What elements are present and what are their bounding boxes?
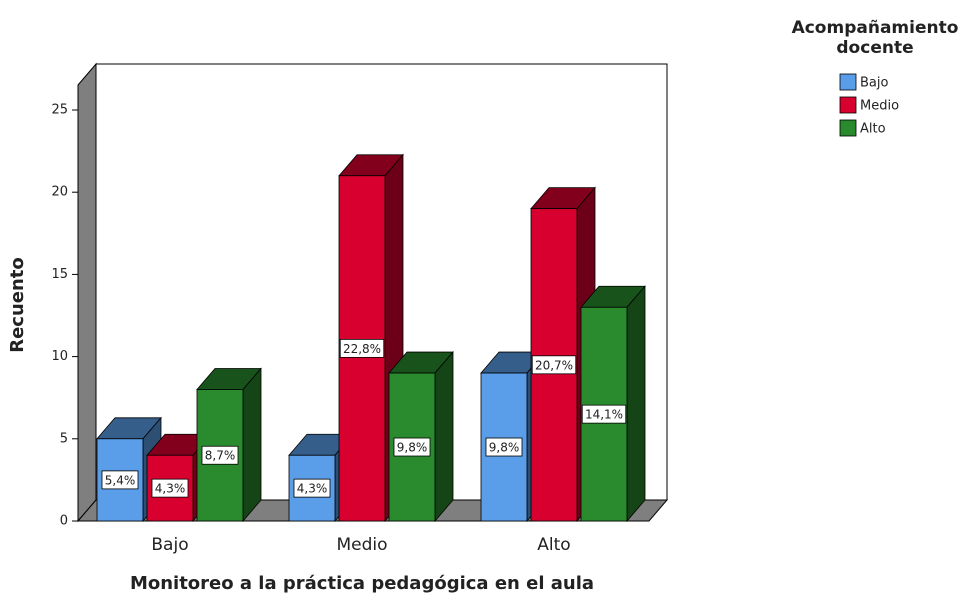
value-label: 14,1% <box>585 408 623 422</box>
value-label-box <box>293 478 331 498</box>
bar-side <box>626 285 646 523</box>
value-label-box <box>485 437 523 457</box>
x-axis-label: Monitoreo a la práctica pedagógica en el… <box>130 573 594 594</box>
x-tick-label: Alto <box>537 535 570 555</box>
y-tick-label: 5 <box>60 431 68 446</box>
y-tick-label: 25 <box>51 103 68 118</box>
y-tick-label: 20 <box>51 185 68 200</box>
value-label: 9,8% <box>489 441 520 455</box>
legend-swatch <box>839 96 857 114</box>
value-label: 4,3% <box>155 482 186 496</box>
legend-label: Alto <box>860 122 886 137</box>
legend-title: docente <box>836 38 913 58</box>
legend-title: Acompañamiento <box>792 18 959 38</box>
bar-side <box>242 367 262 523</box>
legend-swatch <box>839 73 857 91</box>
value-label: 22,8% <box>343 342 381 356</box>
x-tick-label: Medio <box>336 535 387 555</box>
legend-label: Medio <box>860 99 899 114</box>
y-tick-label: 15 <box>51 267 68 282</box>
value-label-box <box>393 437 431 457</box>
y-axis-label: Recuento <box>7 257 28 353</box>
legend-swatch <box>839 119 857 137</box>
value-label-box <box>101 470 139 490</box>
value-label-box <box>581 404 627 424</box>
value-label-box <box>339 338 385 358</box>
value-label: 8,7% <box>205 449 236 463</box>
value-label-box <box>151 478 189 498</box>
value-label-box <box>201 445 239 465</box>
left-wall <box>77 62 97 523</box>
bar-side <box>434 350 454 523</box>
value-label: 4,3% <box>297 482 328 496</box>
y-tick-label: 0 <box>60 514 68 529</box>
value-label: 20,7% <box>535 358 573 372</box>
y-tick-label: 10 <box>51 349 68 364</box>
x-tick-label: Bajo <box>151 535 188 555</box>
legend-label: Bajo <box>860 76 888 91</box>
value-label-box <box>531 355 577 375</box>
value-label: 9,8% <box>397 441 428 455</box>
value-label: 5,4% <box>105 473 136 487</box>
